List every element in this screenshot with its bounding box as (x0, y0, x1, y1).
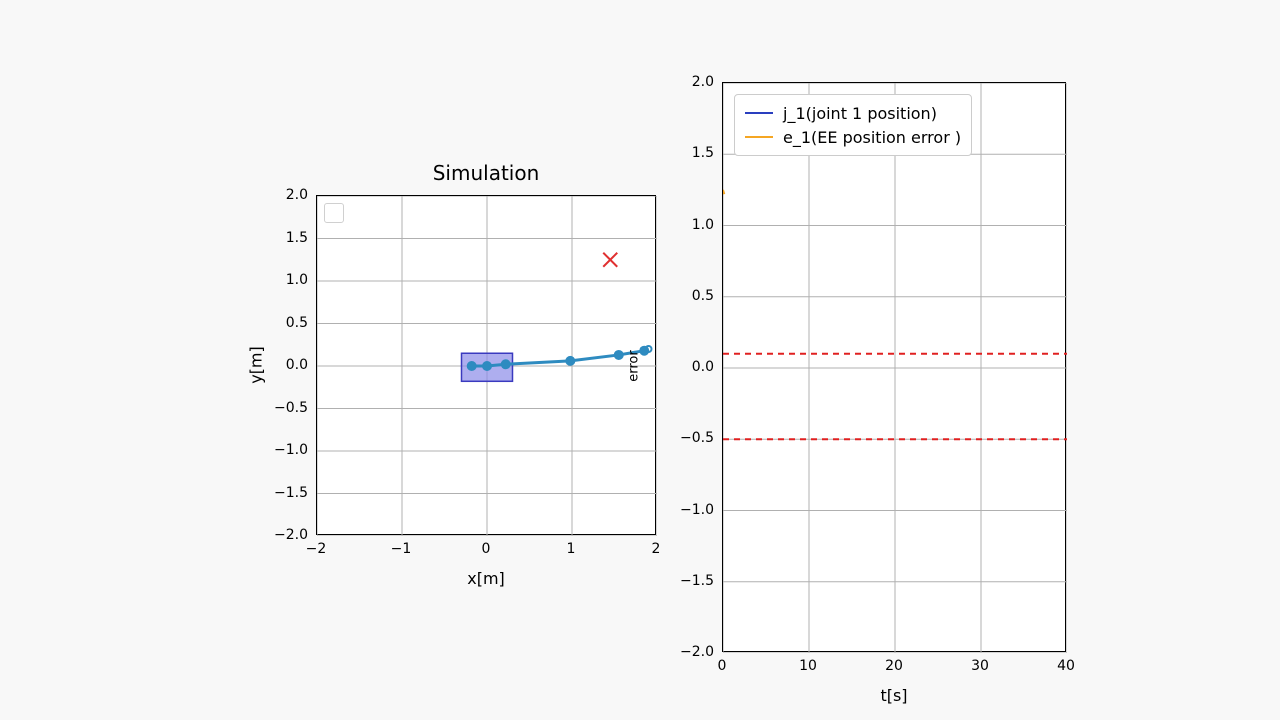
ytick-label: 2.0 (692, 74, 714, 90)
ytick-label: −2.0 (680, 644, 714, 660)
xtick-label: 30 (971, 658, 989, 674)
xtick-label: −2 (306, 541, 327, 557)
ytick-label: 0.0 (692, 359, 714, 375)
xtick-label: 40 (1057, 658, 1075, 674)
simulation-plot: error (316, 195, 656, 535)
ytick-label: 1.0 (286, 272, 308, 288)
legend-item: e_1(EE position error ) (745, 125, 961, 149)
ytick-label: −0.5 (274, 400, 308, 416)
simulation-ylabel: y[m] (247, 346, 266, 384)
legend-item: j_1(joint 1 position) (745, 101, 961, 125)
legend-label: j_1(joint 1 position) (783, 104, 937, 123)
ee-error-label: error (626, 350, 641, 382)
legend-swatch (745, 112, 773, 114)
ytick-label: 0.5 (692, 288, 714, 304)
ytick-label: −1.0 (680, 502, 714, 518)
xtick-label: 0 (482, 541, 491, 557)
figure: error Simulation x[m] y[m] t[s] j_1(join… (0, 0, 1280, 720)
xtick-label: −1 (391, 541, 412, 557)
ytick-label: −1.5 (274, 485, 308, 501)
xtick-label: 1 (567, 541, 576, 557)
ytick-label: −1.0 (274, 442, 308, 458)
simulation-xlabel: x[m] (467, 569, 505, 588)
ytick-label: −1.5 (680, 573, 714, 589)
ytick-label: 1.5 (286, 230, 308, 246)
xtick-label: 20 (885, 658, 903, 674)
legend: j_1(joint 1 position) e_1(EE position err… (734, 94, 972, 156)
timeseries-plot (722, 82, 1066, 652)
ytick-label: 1.0 (692, 217, 714, 233)
xtick-label: 10 (799, 658, 817, 674)
timeseries-xlabel: t[s] (880, 686, 907, 705)
simulation-title: Simulation (433, 161, 540, 185)
ytick-label: 0.0 (286, 357, 308, 373)
ytick-label: 1.5 (692, 145, 714, 161)
legend-label: e_1(EE position error ) (783, 128, 961, 147)
ytick-label: −2.0 (274, 527, 308, 543)
xtick-label: 2 (652, 541, 661, 557)
ytick-label: −0.5 (680, 430, 714, 446)
legend-swatch (745, 136, 773, 138)
xtick-label: 0 (718, 658, 727, 674)
ytick-label: 0.5 (286, 315, 308, 331)
mini-legend (324, 203, 344, 223)
ytick-label: 2.0 (286, 187, 308, 203)
